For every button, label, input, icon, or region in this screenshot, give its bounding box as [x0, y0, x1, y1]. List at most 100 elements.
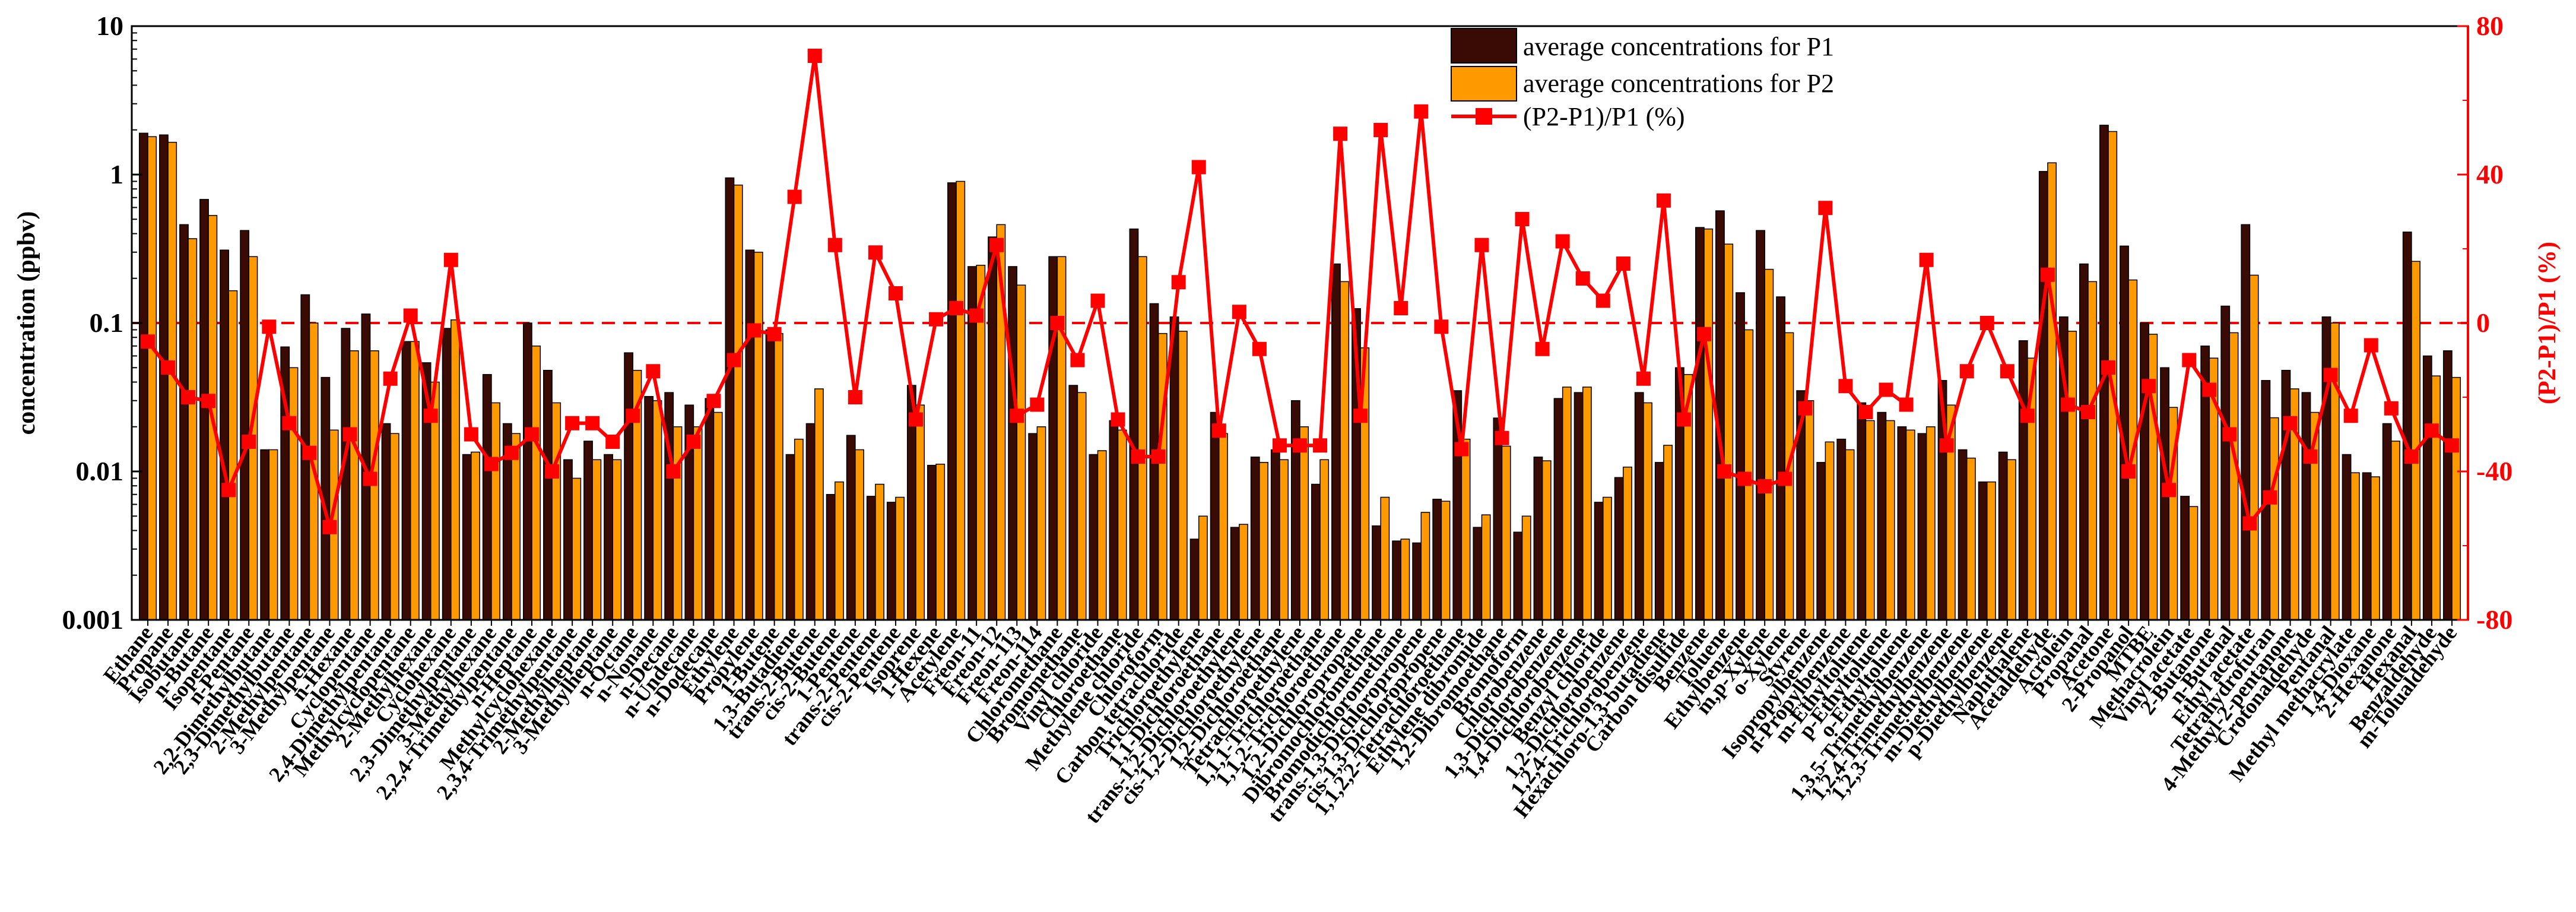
bar-p2 — [814, 388, 824, 620]
bar-p2 — [713, 411, 723, 620]
ratio-point — [727, 353, 741, 368]
ratio-point — [363, 471, 377, 486]
bar-p2 — [733, 184, 743, 620]
bar-p1 — [1594, 502, 1604, 620]
bar-p2 — [531, 345, 541, 620]
ratio-point — [1434, 319, 1449, 334]
bar-p1 — [381, 423, 391, 620]
bar-p1 — [725, 177, 735, 620]
bar-p2 — [1885, 420, 1895, 620]
ratio-point — [242, 435, 256, 449]
bar-p1 — [1493, 417, 1503, 620]
bar-p1 — [1311, 483, 1321, 620]
y2-tick-label: 40 — [2476, 159, 2504, 189]
ratio-point — [423, 408, 438, 423]
bar-p2 — [915, 404, 925, 620]
bar-p2 — [1036, 426, 1046, 620]
bar-p1 — [442, 328, 452, 620]
ratio-point — [646, 364, 661, 379]
bar-p1 — [2220, 305, 2231, 620]
bar-p2 — [652, 400, 662, 620]
bar-p2 — [592, 459, 602, 620]
bar-p2 — [2188, 506, 2199, 620]
bar-p1 — [1513, 531, 1523, 620]
bar-p2 — [1137, 256, 1147, 620]
bar-p2 — [451, 319, 460, 620]
legend-label-p2: average concentrations for P2 — [1523, 69, 1834, 98]
bar-p2 — [511, 433, 521, 620]
bar-p1 — [1958, 449, 1968, 620]
bar-p2 — [773, 332, 783, 620]
bar-p2 — [753, 251, 763, 620]
bar-p1 — [159, 134, 169, 620]
ratio-point — [2222, 427, 2237, 442]
bar-p2 — [1764, 268, 1774, 620]
bar-p2 — [1279, 459, 1289, 620]
ratio-point — [1798, 401, 1813, 416]
ratio-point — [2283, 416, 2298, 430]
bar-p1 — [846, 435, 856, 620]
ratio-point — [282, 416, 297, 430]
ratio-point — [2404, 449, 2419, 464]
bar-p2 — [855, 449, 864, 620]
bar-p1 — [1372, 525, 1381, 620]
ratio-point — [1757, 479, 1772, 493]
bar-p2 — [1501, 445, 1511, 620]
bar-p1 — [1008, 266, 1018, 620]
legend-marker-ratio — [1476, 108, 1492, 125]
bar-p1 — [482, 373, 492, 620]
bar-p2 — [1521, 515, 1531, 620]
y2-tick-label: -40 — [2476, 456, 2512, 486]
ratio-point — [706, 394, 721, 408]
ratio-point — [221, 483, 236, 498]
ratio-point — [1575, 271, 1590, 286]
ratio-point — [787, 189, 802, 204]
ratio-point — [2020, 408, 2035, 423]
bar-p2 — [794, 438, 804, 620]
ratio-point — [1090, 293, 1105, 308]
ratio-point — [969, 308, 984, 323]
bar-p1 — [260, 449, 270, 620]
bar-p1 — [1917, 433, 1927, 620]
bar-p1 — [462, 454, 472, 620]
ratio-point — [949, 301, 964, 315]
ratio-point — [1979, 316, 1994, 330]
bar-p2 — [2451, 376, 2461, 620]
legend-label-ratio: (P2-P1)/P1 (%) — [1523, 102, 1685, 131]
ratio-point — [1858, 405, 1873, 419]
ratio-point — [141, 334, 156, 349]
ratio-point — [1818, 201, 1833, 216]
bar-p1 — [1392, 540, 1402, 620]
legend-swatch-p2 — [1451, 66, 1517, 102]
ratio-point — [2202, 382, 2217, 397]
ratio-point — [1636, 371, 1651, 386]
bar-p1 — [1290, 400, 1300, 620]
ratio-point — [1293, 438, 1307, 453]
bar-p2 — [2088, 281, 2098, 620]
ratio-point — [2040, 267, 2055, 282]
ratio-point — [1737, 471, 1752, 486]
bar-p2 — [1481, 514, 1491, 620]
ratio-point — [1595, 293, 1610, 308]
ratio-point — [2303, 449, 2318, 464]
ratio-point — [1717, 464, 1732, 479]
bar-p2 — [2229, 332, 2239, 620]
bar-p1 — [1048, 256, 1058, 620]
ratio-point — [1555, 234, 1570, 249]
bar-p1 — [1553, 398, 1563, 620]
bar-p1 — [1473, 527, 1483, 620]
ratio-point — [262, 319, 277, 334]
ratio-point — [2242, 516, 2257, 531]
bar-p2 — [1117, 429, 1127, 620]
bar-p1 — [1736, 292, 1745, 620]
ratio-point — [1373, 123, 1388, 137]
bar-p1 — [1028, 433, 1038, 620]
ratio-point — [2444, 438, 2459, 453]
ratio-point — [2384, 401, 2399, 416]
bar-p1 — [1432, 499, 1442, 620]
ratio-point — [201, 394, 216, 408]
bar-p1 — [1756, 230, 1765, 620]
ratio-point — [827, 238, 842, 252]
ratio-point — [1899, 397, 1914, 412]
bar-p2 — [2148, 334, 2158, 620]
